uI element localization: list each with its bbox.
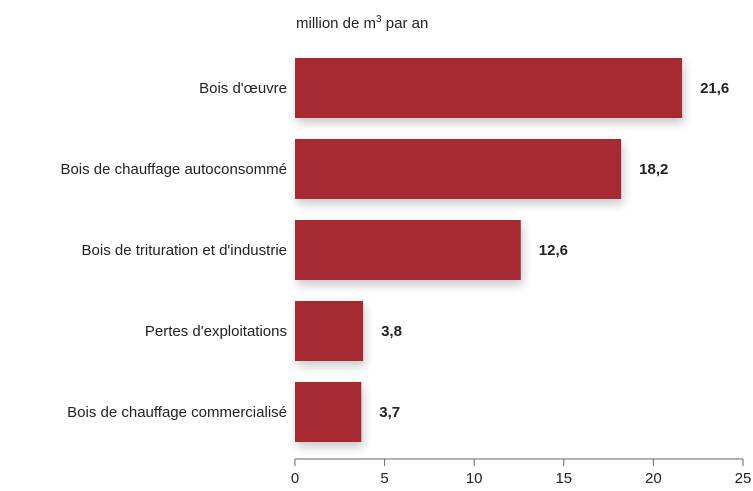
x-tick-label: 10 [466,470,483,487]
value-label: 3,7 [379,404,400,421]
bar [295,382,362,442]
category-label: Bois de trituration et d'industrie [82,242,287,259]
bars-group: Bois d'œuvre 21,6 Bois de chauffage autoco… [60,58,729,442]
bar [295,58,683,118]
category-label: Bois d'œuvre [199,80,287,97]
unit-label-suffix: par an [381,15,429,32]
value-label: 18,2 [639,161,668,178]
value-label: 3,8 [381,323,402,340]
category-label: Pertes d'exploitations [145,323,287,340]
x-tick-label: 0 [291,470,299,487]
bar [295,301,364,361]
x-axis: 0 5 10 15 20 25 [291,458,752,487]
bar [295,220,521,280]
unit-label-prefix: million de m [296,15,377,32]
category-label: Bois de chauffage autoconsommé [60,161,287,178]
unit-label: million de m3 par an [296,14,428,32]
x-tick-label: 15 [555,470,572,487]
x-tick-label: 5 [380,470,388,487]
value-label: 21,6 [700,80,729,97]
x-tick-label: 20 [645,470,662,487]
value-label: 12,6 [539,242,568,259]
bar [295,139,622,199]
x-tick-label: 25 [735,470,752,487]
unit-label-superscript: 3 [376,14,382,25]
category-label: Bois de chauffage commercialisé [67,404,287,421]
